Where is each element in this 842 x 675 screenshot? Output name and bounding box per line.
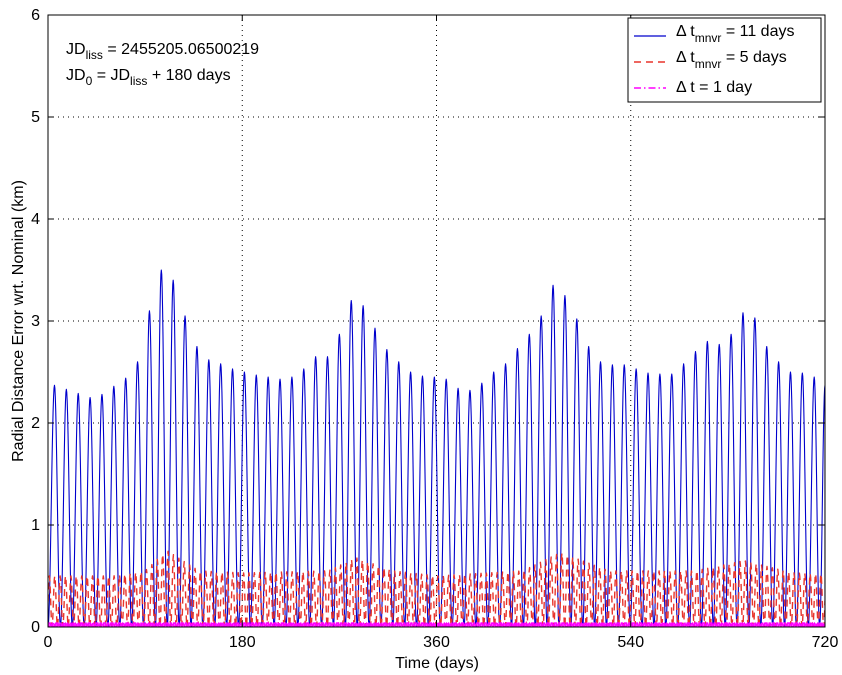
x-tick-label: 540 (617, 634, 644, 651)
y-tick-label: 5 (31, 109, 40, 126)
series-group (48, 269, 825, 627)
annotation-line-2: JD0 = JDliss + 180 days (66, 67, 231, 88)
y-tick-label: 1 (31, 517, 40, 534)
axis-ticks: 0 180 360 540 720 0 1 2 3 4 5 6 (31, 7, 838, 651)
legend-box (627, 17, 822, 103)
legend-entry-1-day: Δ t = 1 day (676, 79, 752, 96)
y-tick-label: 0 (31, 619, 40, 636)
legend-entry-11-days: Δ tmnvr = 11 days (676, 23, 794, 45)
y-tick-label: 3 (31, 313, 40, 330)
x-tick-label: 180 (229, 634, 256, 651)
y-tick-label: 2 (31, 415, 40, 432)
legend-entry-5-days: Δ tmnvr = 5 days (676, 49, 787, 71)
y-tick-label: 4 (31, 211, 40, 228)
y-tick-label: 6 (31, 7, 40, 24)
y-axis-label: Radial Distance Error wrt. Nominal (km) (10, 180, 27, 462)
annotation: JDliss = 2455205.06500219 JD0 = JDliss +… (66, 41, 259, 88)
gridlines (48, 15, 825, 627)
x-tick-label: 720 (812, 634, 839, 651)
legend: Δ tmnvr = 11 days Δ tmnvr = 5 days Δ t =… (627, 17, 822, 103)
annotation-line-1: JDliss = 2455205.06500219 (66, 41, 259, 62)
x-tick-label: 360 (423, 634, 450, 651)
x-tick-label: 0 (44, 634, 53, 651)
x-axis-label: Time (days) (395, 655, 479, 672)
series-line-1 (48, 550, 825, 627)
